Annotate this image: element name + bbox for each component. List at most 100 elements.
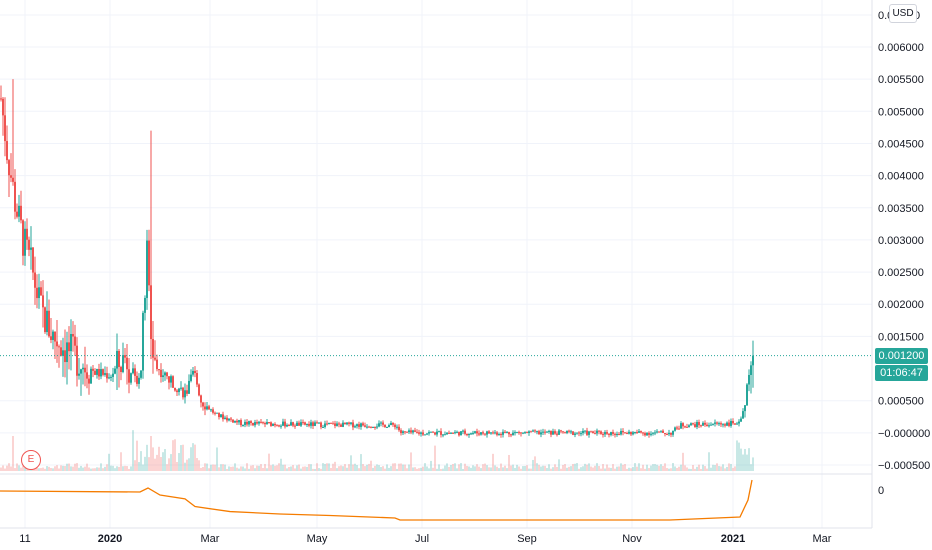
volume-bar	[486, 465, 488, 471]
last-price-tag: 0.001200	[875, 347, 928, 364]
volume-bar	[714, 465, 716, 471]
volume-bar	[48, 466, 50, 471]
price-axis-tick: 0.001500	[878, 331, 924, 343]
volume-bar	[12, 436, 14, 471]
candle-body	[56, 341, 58, 347]
candle-body	[666, 434, 668, 436]
volume-bar	[734, 466, 736, 471]
candle-body	[206, 406, 208, 410]
candle-body	[266, 422, 268, 425]
candle-body	[308, 423, 310, 426]
volume-bar	[202, 467, 204, 471]
candle-body	[734, 423, 736, 425]
volume-bar	[254, 468, 256, 471]
volume-bar	[644, 468, 646, 471]
currency-button[interactable]: USD	[889, 4, 917, 23]
candle-body	[280, 425, 282, 427]
volume-bar	[578, 468, 580, 471]
volume-bar	[508, 454, 510, 471]
volume-bar	[348, 464, 350, 471]
candle-body	[88, 378, 90, 384]
volume-bar	[54, 466, 56, 471]
candle-body	[484, 433, 486, 435]
volume-bar	[64, 466, 66, 471]
candle-body	[352, 422, 354, 428]
volume-bar	[222, 464, 224, 471]
candle-body	[292, 422, 294, 426]
volume-bar	[516, 464, 518, 471]
volume-bar	[116, 466, 118, 471]
candle-body	[150, 285, 152, 340]
volume-bar	[688, 468, 690, 471]
volume-bar	[290, 466, 292, 471]
volume-bar	[228, 466, 230, 471]
candle-body	[508, 432, 510, 435]
time-axis-label: Sep	[517, 533, 537, 545]
volume-bar	[504, 465, 506, 471]
candle-body	[450, 432, 452, 434]
volume-bar	[650, 465, 652, 471]
chart-grid	[0, 0, 872, 528]
candle-body	[696, 422, 698, 427]
price-axis-labels: 0.0 0 0.0060000.0055000.0050000.0045000.…	[878, 10, 930, 472]
volume-bar	[282, 464, 284, 471]
candle-body	[632, 432, 634, 435]
candle-body	[126, 357, 128, 370]
volume-bar	[132, 430, 134, 471]
candle-body	[86, 372, 88, 379]
volume-bar	[566, 467, 568, 471]
volume-bar	[350, 455, 352, 471]
volume-bar	[22, 464, 24, 471]
candle-body	[444, 434, 446, 436]
candle-body	[306, 423, 308, 425]
volume-bar	[296, 465, 298, 471]
candle-body	[132, 368, 134, 374]
candle-body	[544, 431, 546, 433]
volume-bar	[52, 468, 54, 471]
volume-bar	[14, 468, 16, 471]
earnings-marker[interactable]: E	[21, 450, 41, 470]
candle-body	[728, 422, 730, 426]
volume-bar	[674, 466, 676, 471]
indicator-axis-label: 0	[878, 485, 884, 497]
candle-body	[534, 430, 536, 432]
volume-bar	[74, 463, 76, 471]
candle-body	[190, 374, 192, 381]
volume-bar	[214, 464, 216, 471]
candle-body	[40, 287, 42, 296]
candle-body	[82, 367, 84, 370]
volume-bar	[226, 468, 228, 471]
candle-body	[160, 369, 162, 378]
candle-body	[184, 390, 186, 398]
candle-body	[476, 431, 478, 434]
candle-body	[638, 431, 640, 433]
candle-body	[170, 376, 172, 383]
volume-bar	[664, 463, 666, 471]
candle-body	[596, 430, 598, 434]
candle-body	[730, 421, 732, 426]
volume-bar	[200, 467, 202, 471]
volume-bar	[310, 464, 312, 471]
candle-body	[62, 350, 64, 356]
volume-bar	[638, 463, 640, 471]
volume-bar	[456, 468, 458, 471]
candle-body	[494, 432, 496, 434]
volume-bar	[528, 468, 530, 471]
candle-body	[672, 430, 674, 435]
volume-bar	[60, 465, 62, 471]
volume-bar	[342, 466, 344, 471]
volume-bar	[454, 463, 456, 471]
candle-body	[168, 376, 170, 383]
volume-bar	[582, 466, 584, 471]
volume-bar	[450, 464, 452, 471]
volume-bar	[418, 468, 420, 471]
candle-body	[436, 431, 438, 435]
candle-body	[532, 430, 534, 432]
candle-body	[28, 239, 30, 250]
candle-body	[358, 424, 360, 427]
volume-bar	[532, 459, 534, 471]
volume-bar	[540, 466, 542, 471]
volume-bar	[180, 445, 182, 471]
candle-body	[148, 240, 150, 286]
